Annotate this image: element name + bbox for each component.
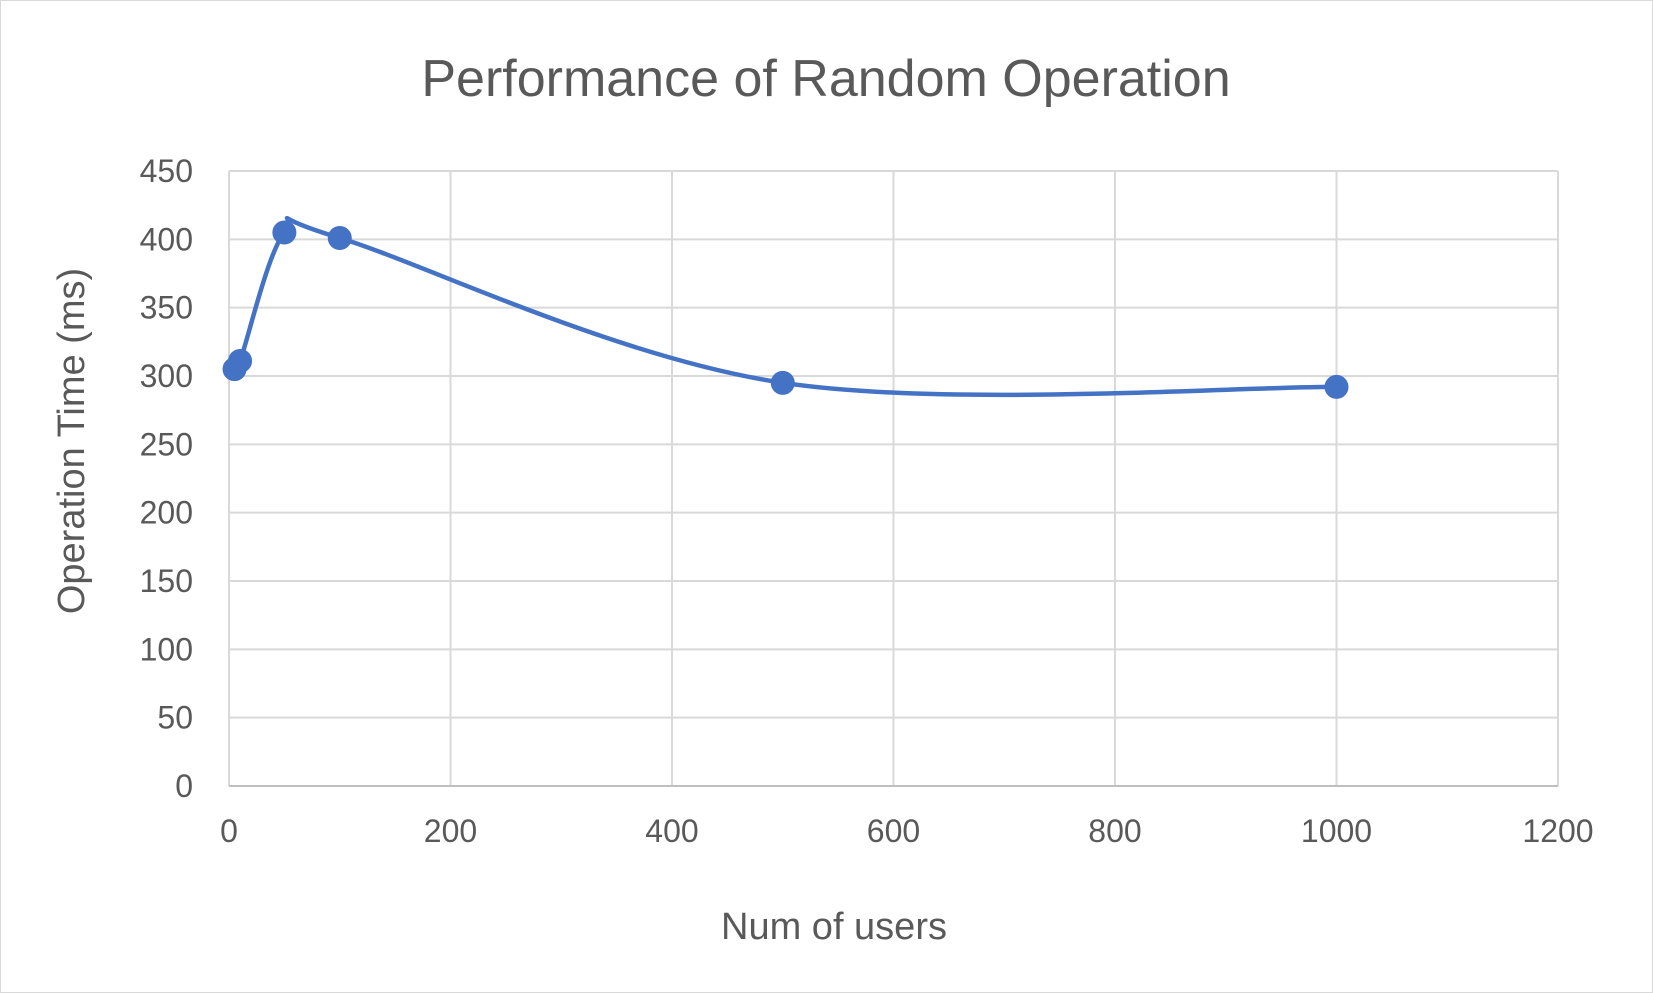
- y-axis-tick-labels: 0 50 100 150 200 250 300 350 400 450: [140, 153, 193, 804]
- x-tick-label: 800: [1088, 813, 1141, 849]
- y-tick-label: 150: [140, 563, 193, 599]
- series-line: [232, 215, 1339, 398]
- y-tick-label: 100: [140, 631, 193, 667]
- y-tick-label: 0: [175, 768, 193, 804]
- series-layer: [222, 215, 1349, 399]
- x-tick-label: 1000: [1301, 813, 1372, 849]
- y-axis-title: Operation Time (ms): [51, 268, 93, 614]
- data-point: [1324, 374, 1349, 399]
- y-tick-label: 250: [140, 426, 193, 462]
- chart-title: Performance of Random Operation: [421, 50, 1230, 108]
- x-tick-label: 200: [424, 813, 477, 849]
- y-tick-label: 50: [157, 700, 193, 736]
- y-tick-label: 350: [140, 290, 193, 326]
- x-tick-label: 0: [220, 813, 238, 849]
- data-point: [228, 348, 253, 373]
- gridlines: [228, 170, 1559, 787]
- y-tick-label: 200: [140, 495, 193, 531]
- data-point: [770, 370, 795, 395]
- x-tick-label: 1200: [1522, 813, 1593, 849]
- x-axis-title: Num of users: [721, 906, 947, 948]
- data-point: [272, 220, 297, 245]
- x-tick-label: 600: [867, 813, 920, 849]
- y-tick-label: 300: [140, 358, 193, 394]
- x-tick-label: 400: [645, 813, 698, 849]
- x-axis-tick-labels: 0 200 400 600 800 1000 1200: [220, 813, 1593, 849]
- y-tick-label: 450: [140, 153, 193, 189]
- y-tick-label: 400: [140, 221, 193, 257]
- data-point: [327, 225, 352, 250]
